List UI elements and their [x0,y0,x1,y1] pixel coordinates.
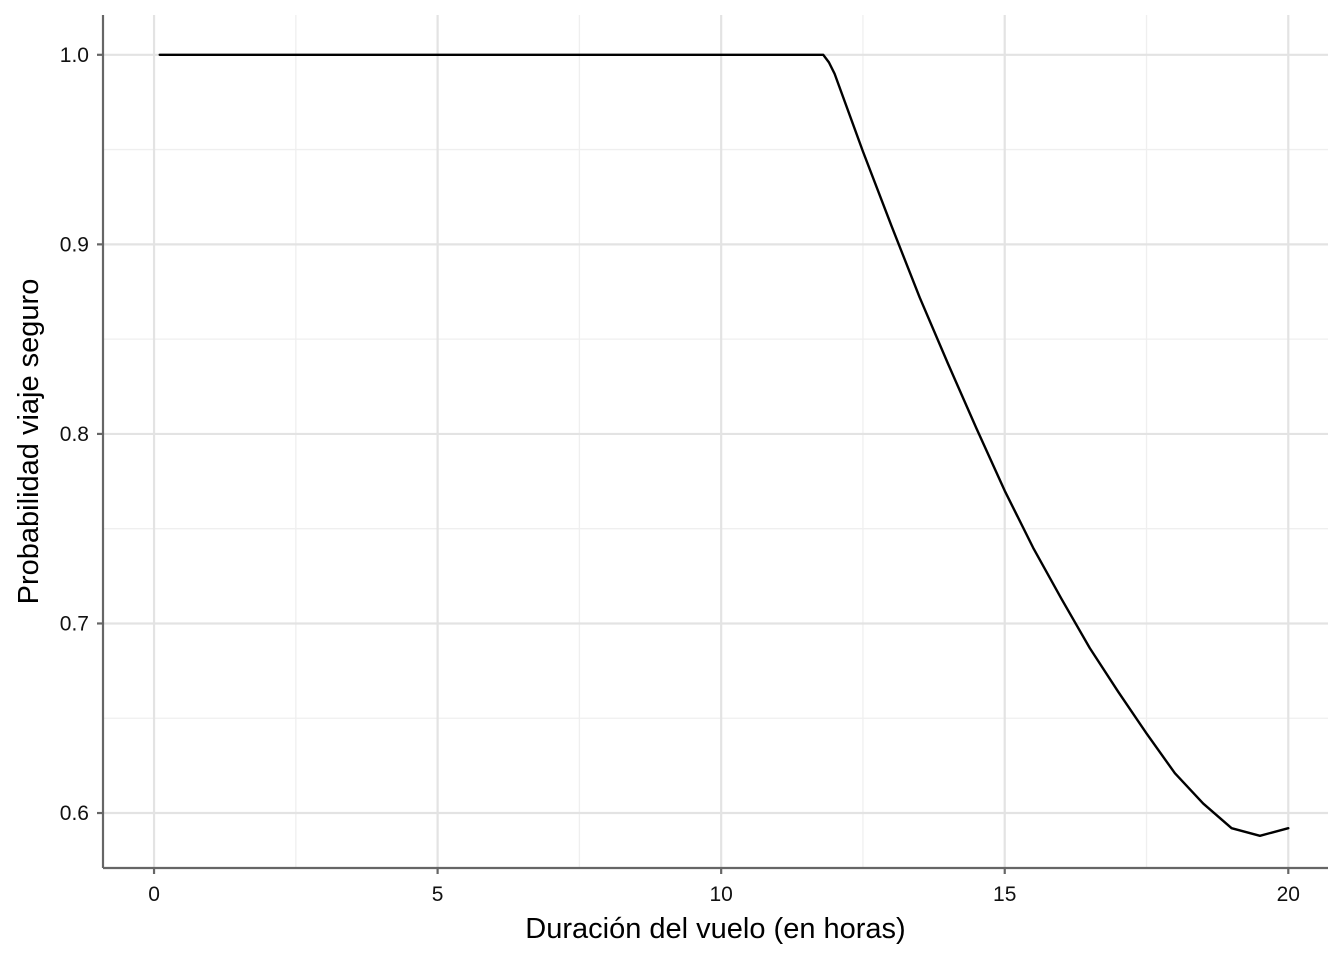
series-line [158,53,1290,837]
x-tick-label: 0 [148,883,160,906]
y-tick-label: 0.8 [60,423,89,446]
y-axis-title: Probabilidad viaje seguro [13,279,45,605]
x-tick-label: 10 [709,883,732,906]
y-tick-label: 0.9 [60,233,89,256]
y-tick-label: 0.7 [60,612,89,635]
series-group [158,53,1290,837]
minor-gridlines [103,15,1328,868]
major-gridlines [103,15,1328,868]
x-axis-title: Duración del vuelo (en horas) [525,913,905,945]
x-tick-label: 5 [432,883,444,906]
y-tick-label: 1.0 [60,44,89,67]
axes [101,15,1328,870]
x-tick-label: 15 [993,883,1016,906]
y-axis-ticks: 0.6 0.7 0.8 0.9 1.0 [60,44,103,825]
y-tick-label: 0.6 [60,802,89,825]
x-axis-ticks: 0 5 10 15 20 [148,868,1300,906]
x-tick-label: 20 [1277,883,1300,906]
